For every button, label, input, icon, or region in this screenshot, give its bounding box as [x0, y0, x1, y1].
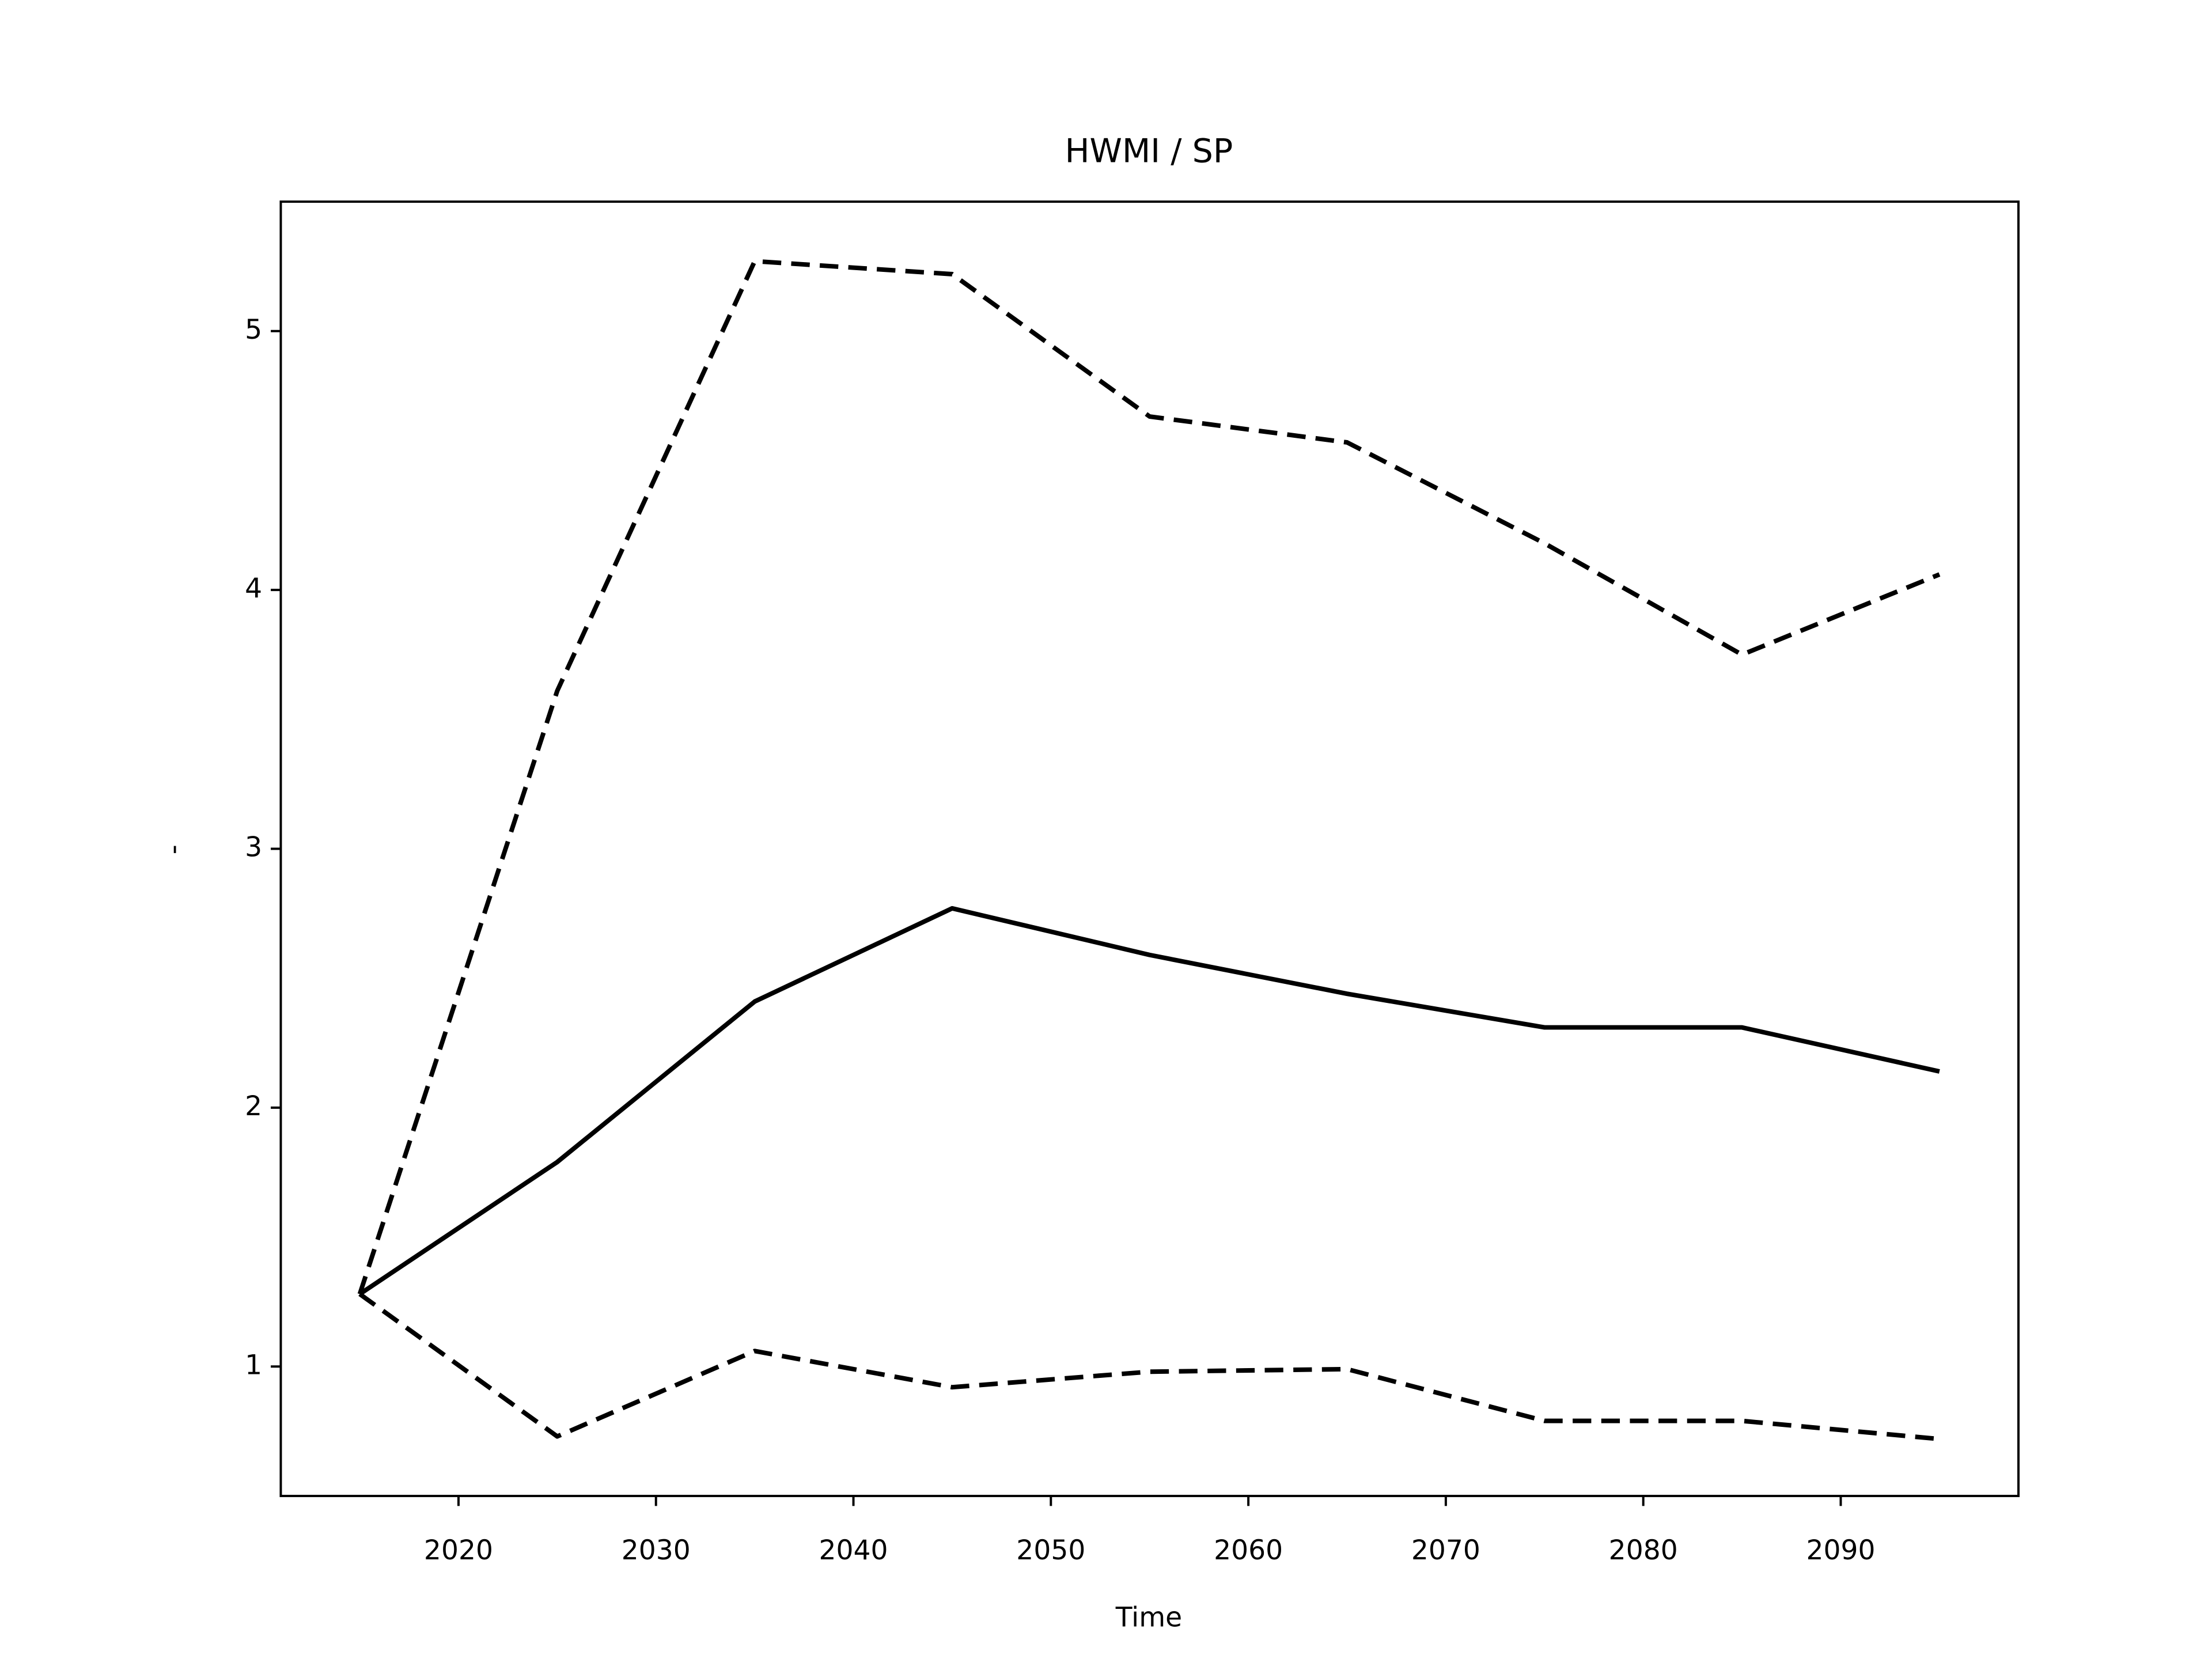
series-line [358, 906, 1940, 1296]
plot-frame [279, 200, 2020, 1497]
x-tick-label: 2070 [1411, 1535, 1480, 1566]
x-tick-label: 2020 [424, 1535, 493, 1566]
x-axis-label: Time [1115, 1601, 1182, 1633]
x-tick-label: 2060 [1214, 1535, 1283, 1566]
x-tick-label: 2090 [1806, 1535, 1875, 1566]
x-tick-label: 2040 [819, 1535, 888, 1566]
y-tick-label: 5 [245, 314, 262, 346]
chart-title: HWMI / SP [1065, 132, 1233, 170]
x-tick-label: 2050 [1016, 1535, 1085, 1566]
y-axis-label: - [158, 844, 190, 854]
series-line [358, 1292, 1940, 1442]
x-tick-label: 2080 [1609, 1535, 1678, 1566]
y-tick-label: 4 [245, 573, 262, 604]
y-tick-label: 3 [245, 832, 262, 863]
x-tick-label: 2030 [622, 1535, 691, 1566]
y-tick-label: 1 [245, 1349, 262, 1381]
series-line [357, 259, 1941, 1295]
y-tick-label: 2 [245, 1090, 262, 1122]
